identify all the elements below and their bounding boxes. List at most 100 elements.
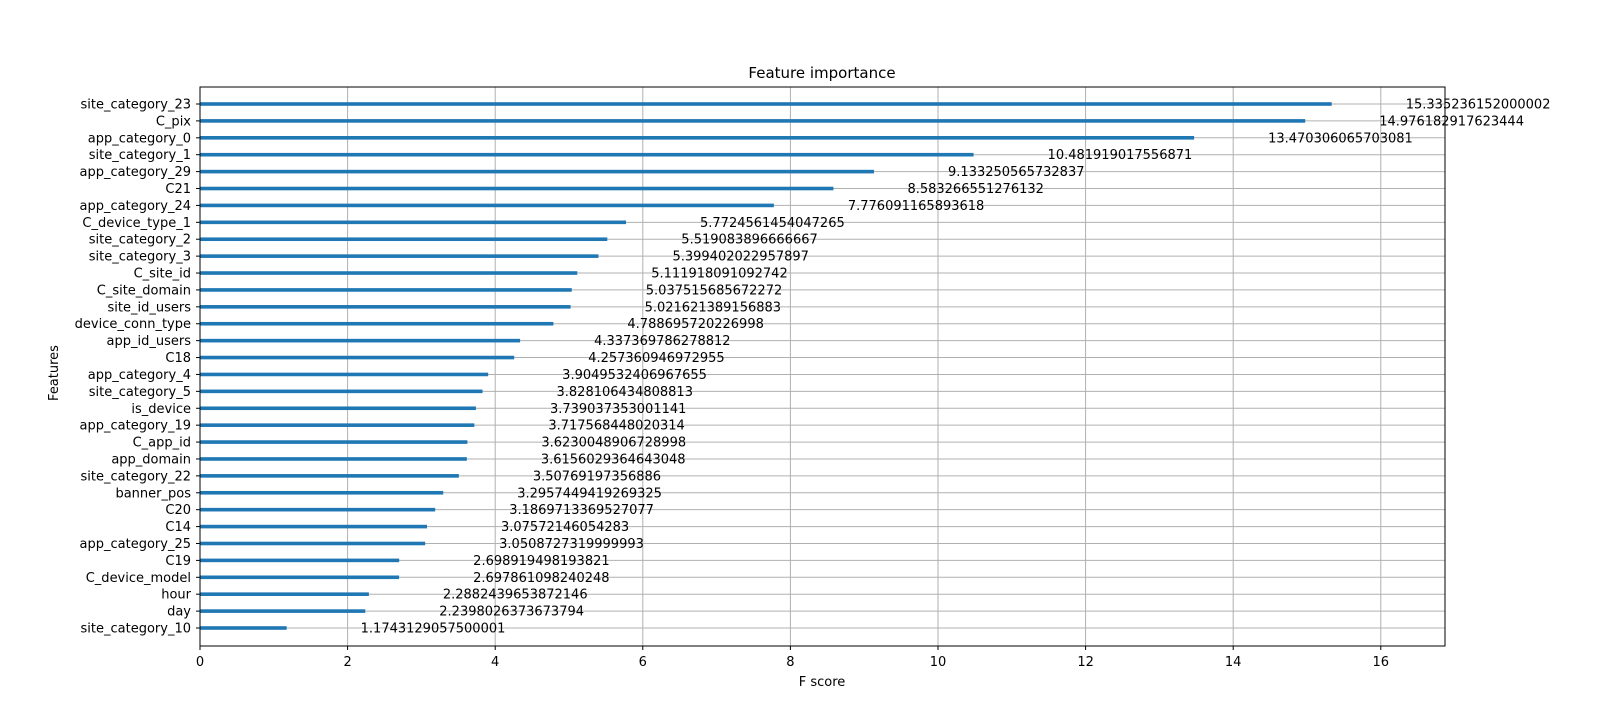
y-tick-label-C20: C20 — [165, 503, 191, 518]
value-label-app_category_4: 3.9049532406967655 — [562, 368, 707, 383]
y-tick-label-site_category_1: site_category_1 — [89, 148, 191, 163]
bar-banner_pos — [200, 490, 444, 495]
x-axis-ticks: 0 2 4 6 8 10 12 14 16 — [196, 646, 1389, 670]
y-tick-label-banner_pos: banner_pos — [115, 486, 191, 501]
bar-site_category_23 — [200, 102, 1332, 106]
bar-site_category_3 — [200, 254, 599, 258]
value-label-site_category_23: 15.335236152000002 — [1406, 98, 1551, 113]
value-label-C14: 3.07572146054283 — [501, 520, 629, 535]
bar-C20 — [200, 507, 436, 512]
y-tick-label-C14: C14 — [165, 520, 191, 535]
y-tick-label-C_site_domain: C_site_domain — [97, 283, 191, 298]
value-label-site_category_22: 3.50769197356886 — [533, 469, 661, 484]
value-label-site_category_1: 10.481919017556871 — [1048, 148, 1193, 163]
y-tick-label-app_category_4: app_category_4 — [88, 368, 191, 383]
y-tick-label-app_category_0: app_category_0 — [88, 131, 191, 146]
bars — [200, 102, 1332, 630]
value-label-C_pix: 14.976182917623444 — [1379, 114, 1524, 129]
y-tick-label-C_site_id: C_site_id — [134, 267, 191, 282]
bar-device_conn_type — [200, 321, 554, 326]
value-label-C18: 4.257360946972955 — [588, 351, 724, 366]
x-tick-label: 4 — [491, 655, 499, 670]
bar-site_category_2 — [200, 237, 608, 242]
bar-C18 — [200, 355, 515, 360]
y-tick-label-is_device: is_device — [131, 402, 191, 417]
bar-app_id_users — [200, 338, 521, 343]
value-label-site_id_users: 5.021621389156883 — [645, 300, 781, 315]
bar-site_category_10 — [200, 626, 287, 630]
value-label-app_category_0: 13.470306065703081 — [1268, 131, 1413, 146]
y-tick-label-site_category_3: site_category_3 — [89, 250, 191, 265]
x-tick-label: 10 — [930, 655, 947, 670]
value-label-site_category_3: 5.399402022957897 — [672, 250, 808, 265]
value-label-banner_pos: 3.2957449419269325 — [517, 486, 662, 501]
bar-site_category_22 — [200, 474, 459, 478]
y-tick-label-app_category_19: app_category_19 — [80, 419, 191, 434]
plot-frame — [199, 86, 1446, 647]
value-label-C_site_id: 5.111918091092742 — [651, 267, 787, 282]
y-tick-label-hour: hour — [161, 588, 191, 603]
value-label-C_device_type_1: 5.7724561454047265 — [700, 216, 845, 231]
bar-C_site_domain — [200, 288, 572, 292]
value-label-site_category_2: 5.519083896666667 — [681, 233, 817, 248]
value-label-site_category_10: 1.1743129057500001 — [361, 622, 506, 637]
y-tick-label-C18: C18 — [165, 351, 191, 366]
bar-C_site_id — [200, 271, 578, 275]
bar-hour — [200, 592, 369, 596]
value-label-site_category_5: 3.828106434808813 — [557, 385, 693, 400]
bar-is_device — [200, 406, 476, 411]
bar-site_id_users — [200, 305, 571, 309]
bar-app_category_24 — [200, 203, 774, 208]
x-tick-label: 6 — [639, 655, 647, 670]
y-tick-label-site_category_10: site_category_10 — [81, 622, 191, 637]
value-label-app_category_19: 3.717568448020314 — [548, 419, 684, 434]
x-tick-label: 14 — [1225, 655, 1242, 670]
value-label-hour: 2.2882439653872146 — [443, 588, 588, 603]
bar-C_device_model — [200, 575, 400, 580]
bar-C14 — [200, 524, 427, 529]
value-label-C20: 3.1869713369527077 — [509, 503, 654, 518]
y-axis-label: Features — [47, 345, 62, 401]
value-label-day: 2.2398026373673794 — [439, 605, 584, 620]
x-tick-label: 0 — [196, 655, 204, 670]
x-tick-label: 8 — [786, 655, 794, 670]
x-tick-label: 12 — [1077, 655, 1094, 670]
y-tick-label-site_category_22: site_category_22 — [81, 469, 191, 484]
y-tick-label-site_id_users: site_id_users — [108, 300, 192, 315]
y-tick-label-device_conn_type: device_conn_type — [75, 317, 191, 332]
bar-app_domain — [200, 457, 467, 461]
x-tick-label: 16 — [1373, 655, 1390, 670]
bar-C_pix — [200, 119, 1306, 123]
bar-C21 — [200, 186, 834, 191]
bar-app_category_0 — [200, 136, 1195, 140]
x-axis-label: F score — [799, 675, 846, 690]
y-tick-label-site_category_5: site_category_5 — [89, 385, 191, 400]
y-tick-label-app_category_24: app_category_24 — [80, 199, 191, 214]
y-tick-label-C21: C21 — [165, 182, 191, 197]
value-label-C_site_domain: 5.037515685672272 — [646, 283, 782, 298]
y-tick-label-day: day — [167, 605, 191, 620]
y-tick-label-site_category_23: site_category_23 — [81, 98, 191, 113]
y-axis-ticks: site_category_23C_pix app_category_0 site_… — [75, 98, 200, 637]
y-tick-label-app_category_25: app_category_25 — [80, 537, 191, 552]
x-tick-label: 2 — [343, 655, 351, 670]
chart-title: Feature importance — [748, 64, 895, 82]
value-label-device_conn_type: 4.788695720226998 — [627, 317, 763, 332]
y-tick-label-site_category_2: site_category_2 — [89, 233, 191, 248]
value-label-app_category_24: 7.776091165893618 — [848, 199, 984, 214]
value-label-app_domain: 3.6156029364643048 — [541, 452, 686, 467]
y-tick-label-app_domain: app_domain — [111, 452, 191, 467]
value-label-C19: 2.698919498193821 — [473, 554, 609, 569]
bar-C_device_type_1 — [200, 220, 627, 225]
bar-C19 — [200, 558, 400, 563]
bar-app_category_25 — [200, 541, 426, 546]
bar-site_category_5 — [200, 389, 483, 394]
y-tick-label-app_id_users: app_id_users — [107, 334, 192, 349]
value-label-app_category_25: 3.0508727319999993 — [499, 537, 644, 552]
y-tick-label-C19: C19 — [165, 554, 191, 569]
bar-site_category_1 — [200, 152, 974, 157]
bar-C_app_id — [200, 440, 468, 444]
value-label-C21: 8.583266551276132 — [907, 182, 1043, 197]
